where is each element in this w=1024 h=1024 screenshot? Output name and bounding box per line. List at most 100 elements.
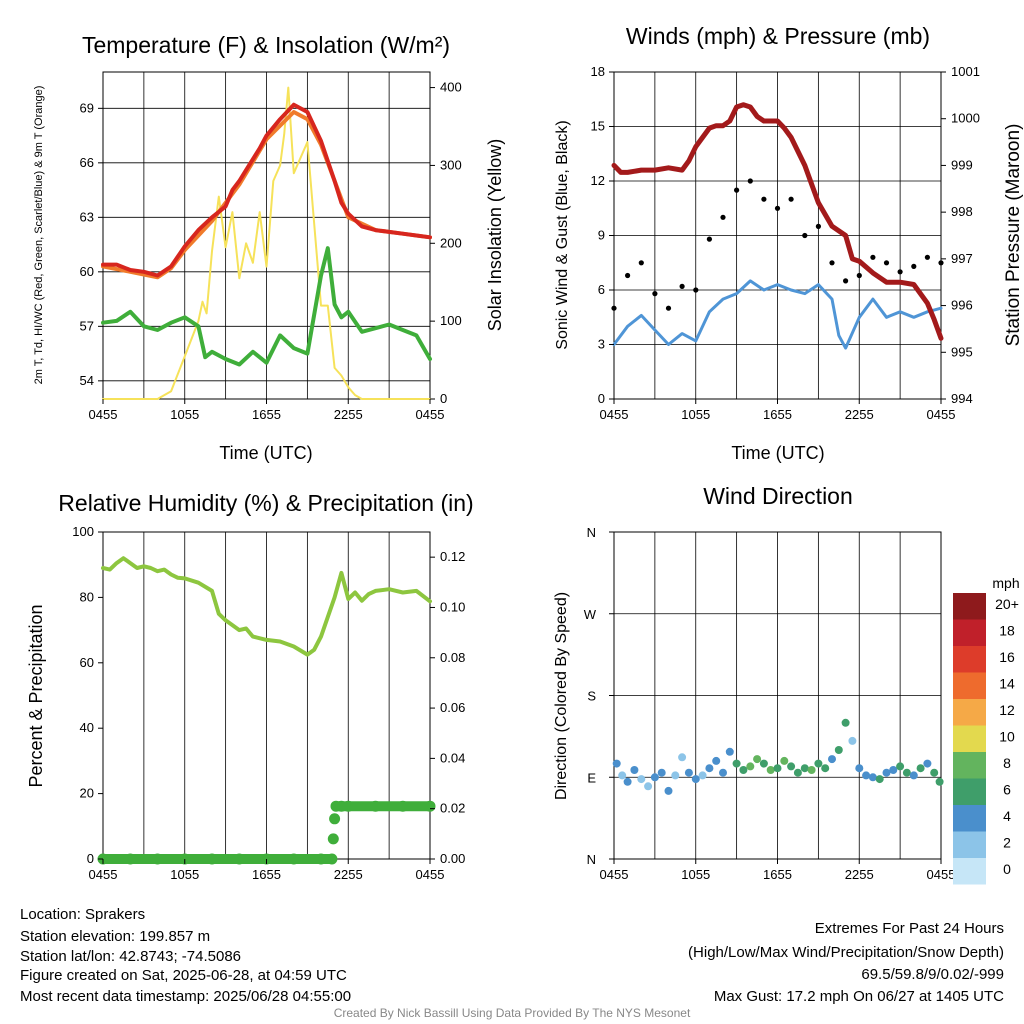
x-tick-label: 1655 <box>252 867 281 882</box>
max-gust: Max Gust: 17.2 mph On 06/27 at 1405 UTC <box>713 988 1004 1005</box>
direction-point <box>698 771 707 780</box>
direction-point <box>930 768 939 777</box>
legend-swatch <box>953 858 986 885</box>
axis-label: Sonic Wind & Gust (Blue, Black) <box>554 120 571 349</box>
direction-point <box>862 771 871 780</box>
legend-title: mph <box>992 575 1019 591</box>
direction-point <box>909 771 918 780</box>
gust-point <box>788 196 794 202</box>
direction-point <box>705 764 714 773</box>
x-tick-label: 1655 <box>763 867 792 882</box>
x-tick-label: 0455 <box>927 867 956 882</box>
legend-swatch <box>953 593 986 620</box>
y2-tick-label: 0.00 <box>440 851 465 866</box>
gust-point <box>747 178 753 184</box>
direction-point <box>644 782 653 791</box>
direction-point <box>923 759 932 768</box>
gust-point <box>693 287 699 293</box>
precip-point <box>329 813 341 825</box>
legend-swatch <box>953 699 986 726</box>
gust-point <box>856 272 862 279</box>
y-tick-label: S <box>587 689 596 704</box>
x-tick-label: 1055 <box>681 867 710 882</box>
x-tick-label: 1055 <box>170 407 199 422</box>
gust-point <box>802 232 808 239</box>
legend-swatch <box>953 831 986 858</box>
y-tick-label: 20 <box>80 786 94 801</box>
direction-point <box>834 746 843 754</box>
x-tick-label: 0455 <box>89 867 118 882</box>
direction-point <box>691 775 700 784</box>
direction-point <box>868 773 877 782</box>
temperature-panel: 0455 1055 1655 2255 0455 54 57 60 63 66 69 0 100 200 3… <box>33 32 505 463</box>
direction-point <box>739 766 748 774</box>
x-tick-label: 0455 <box>600 407 629 422</box>
direction-point <box>684 768 693 777</box>
y-tick-label: 100 <box>72 524 94 539</box>
legend-swatch <box>953 778 986 805</box>
direction-point <box>902 768 911 777</box>
x-axis-label: Time (UTC) <box>219 443 312 463</box>
legend-label: 10 <box>999 729 1015 745</box>
direction-point <box>935 777 944 786</box>
x-tick-label: 2255 <box>334 867 363 882</box>
gust-point <box>883 260 890 266</box>
gust-point <box>652 291 658 297</box>
y2-tick-label: 996 <box>951 298 973 313</box>
y2-tick-label: 400 <box>440 80 462 95</box>
gust-point <box>625 272 631 279</box>
sonic-wind-line <box>612 279 943 350</box>
gust-point <box>911 263 917 269</box>
x-tick-label: 0455 <box>89 407 118 422</box>
gust-point <box>870 254 876 260</box>
legend-label: 18 <box>999 623 1015 639</box>
direction-point <box>855 764 864 773</box>
y-tick-label: W <box>584 607 597 622</box>
y2-tick-label: 0.06 <box>440 700 465 715</box>
direction-point <box>650 773 659 782</box>
extremes-subheading: (High/Low/Max Wind/Precipitation/Snow De… <box>688 944 1004 961</box>
y-tick-label: 12 <box>591 173 605 188</box>
y2-tick-label: 0.08 <box>440 650 465 665</box>
direction-point <box>759 759 768 768</box>
rh-line <box>101 556 432 657</box>
y2-tick-label: 995 <box>951 344 973 359</box>
extremes-values: 69.5/59.8/9/0.02/-999 <box>861 966 1004 983</box>
axis-label: 2m T, Td, HI/WC (Red, Green, Scarlet/Blu… <box>33 86 45 385</box>
direction-point <box>671 771 680 780</box>
panel-title: Relative Humidity (%) & Precipitation (i… <box>58 490 473 516</box>
y2-tick-label: 300 <box>440 157 462 172</box>
y-tick-label: 54 <box>80 373 94 388</box>
direction-point <box>637 775 646 784</box>
direction-point <box>793 768 802 777</box>
y2-tick-label: 998 <box>951 204 973 219</box>
station-elevation: Station elevation: 199.857 m <box>20 928 211 945</box>
legend-label: 6 <box>1003 782 1011 798</box>
panel-title: Wind Direction <box>703 483 853 509</box>
y2-tick-label: 1000 <box>951 111 980 126</box>
axis-label: Percent & Precipitation <box>26 604 46 787</box>
axis-label: Direction (Colored By Speed) <box>553 592 570 800</box>
gust-point <box>897 269 903 275</box>
x-tick-label: 2255 <box>845 407 874 422</box>
y-tick-label: 9 <box>598 228 605 243</box>
gust-point <box>638 260 644 266</box>
x-tick-label: 1055 <box>170 867 199 882</box>
wind-direction-panel: 0455 1055 1655 2255 0455 N E S W N Wind Direction D… <box>553 483 955 882</box>
extremes-heading: Extremes For Past 24 Hours <box>814 920 1004 937</box>
gust-point <box>774 205 781 211</box>
axis-label: Station Pressure (Maroon) <box>1003 124 1024 347</box>
y2-tick-label: 100 <box>440 313 462 328</box>
x-tick-label: 0455 <box>416 407 445 422</box>
legend-swatch <box>953 672 986 699</box>
humidity-precip-panel: 0455 1055 1655 2255 04550204060801000.000.02… <box>26 490 474 882</box>
legend-swatch <box>953 646 986 673</box>
x-tick-label: 2255 <box>334 407 363 422</box>
direction-point <box>882 768 891 777</box>
y-tick-label: 0 <box>87 851 94 866</box>
legend-label: 4 <box>1003 808 1011 824</box>
recent-timestamp: Most recent data timestamp: 2025/06/28 0… <box>20 988 352 1005</box>
direction-point <box>916 764 925 773</box>
direction-point <box>766 766 775 774</box>
